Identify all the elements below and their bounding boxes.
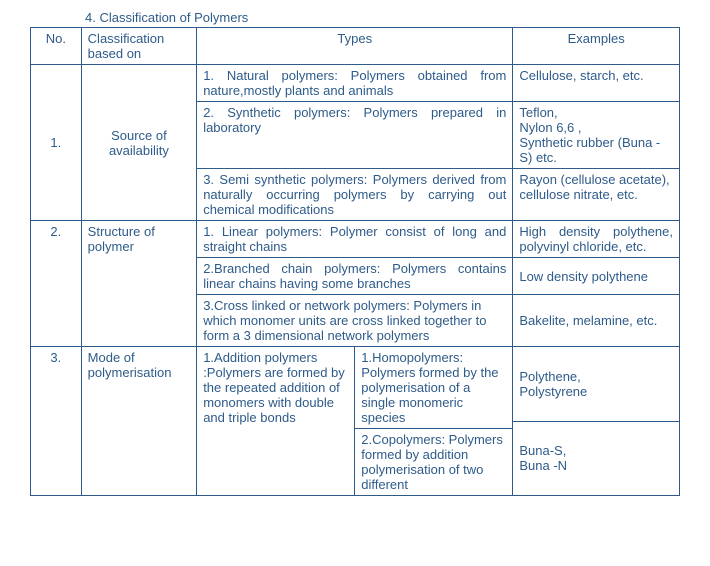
cell-type: 1. Natural polymers: Polymers obtained f… (197, 65, 513, 102)
cell-classification: Source of availability (81, 65, 197, 221)
cell-type: 3.Cross linked or network polymers: Poly… (197, 295, 513, 347)
table-row: 1. Source of availability 1. Natural pol… (31, 65, 680, 102)
nested-types-table: 1.Addition polymers :Polymers are formed… (197, 347, 512, 495)
cell-type: 2. Synthetic polymers: Polymers prepared… (197, 102, 513, 169)
header-row: No. Classification based on Types Exampl… (31, 28, 680, 65)
cell-no: 2. (31, 221, 82, 347)
cell-example: High density polythene, polyvinyl chlori… (513, 221, 680, 258)
cell-example: Teflon, Nylon 6,6 , Synthetic rubber (Bu… (513, 102, 680, 169)
section-title: 4. Classification of Polymers (85, 10, 680, 25)
cell-type: 1. Linear polymers: Polymer consist of l… (197, 221, 513, 258)
cell-example: Low density polythene (513, 258, 680, 295)
classification-table: No. Classification based on Types Exampl… (30, 27, 680, 496)
cell-type: 3. Semi synthetic polymers: Polymers der… (197, 169, 513, 221)
cell-no: 1. (31, 65, 82, 221)
header-examples: Examples (513, 28, 680, 65)
cell-example: Polythene, Polystyrene (513, 347, 680, 422)
header-classification: Classification based on (81, 28, 197, 65)
table-row: 2. Structure of polymer 1. Linear polyme… (31, 221, 680, 258)
header-types: Types (197, 28, 513, 65)
table-row: 3. Mode of polymerisation 1.Addition pol… (31, 347, 680, 422)
cell-example: Bakelite, melamine, etc. (513, 295, 680, 347)
cell-classification: Structure of polymer (81, 221, 197, 347)
cell-addition-polymers: 1.Addition polymers :Polymers are formed… (197, 347, 355, 495)
cell-copolymers: 2.Copolymers: Polymers formed by additio… (355, 429, 513, 496)
cell-no: 3. (31, 347, 82, 496)
cell-type: 2.Branched chain polymers: Polymers cont… (197, 258, 513, 295)
cell-example: Rayon (cellulose acetate), cellulose nit… (513, 169, 680, 221)
cell-example: Buna-S, Buna -N (513, 421, 680, 496)
cell-classification: Mode of polymerisation (81, 347, 197, 496)
header-no: No. (31, 28, 82, 65)
cell-example: Cellulose, starch, etc. (513, 65, 680, 102)
cell-homopolymers: 1.Homopolymers: Polymers formed by the p… (355, 347, 513, 429)
